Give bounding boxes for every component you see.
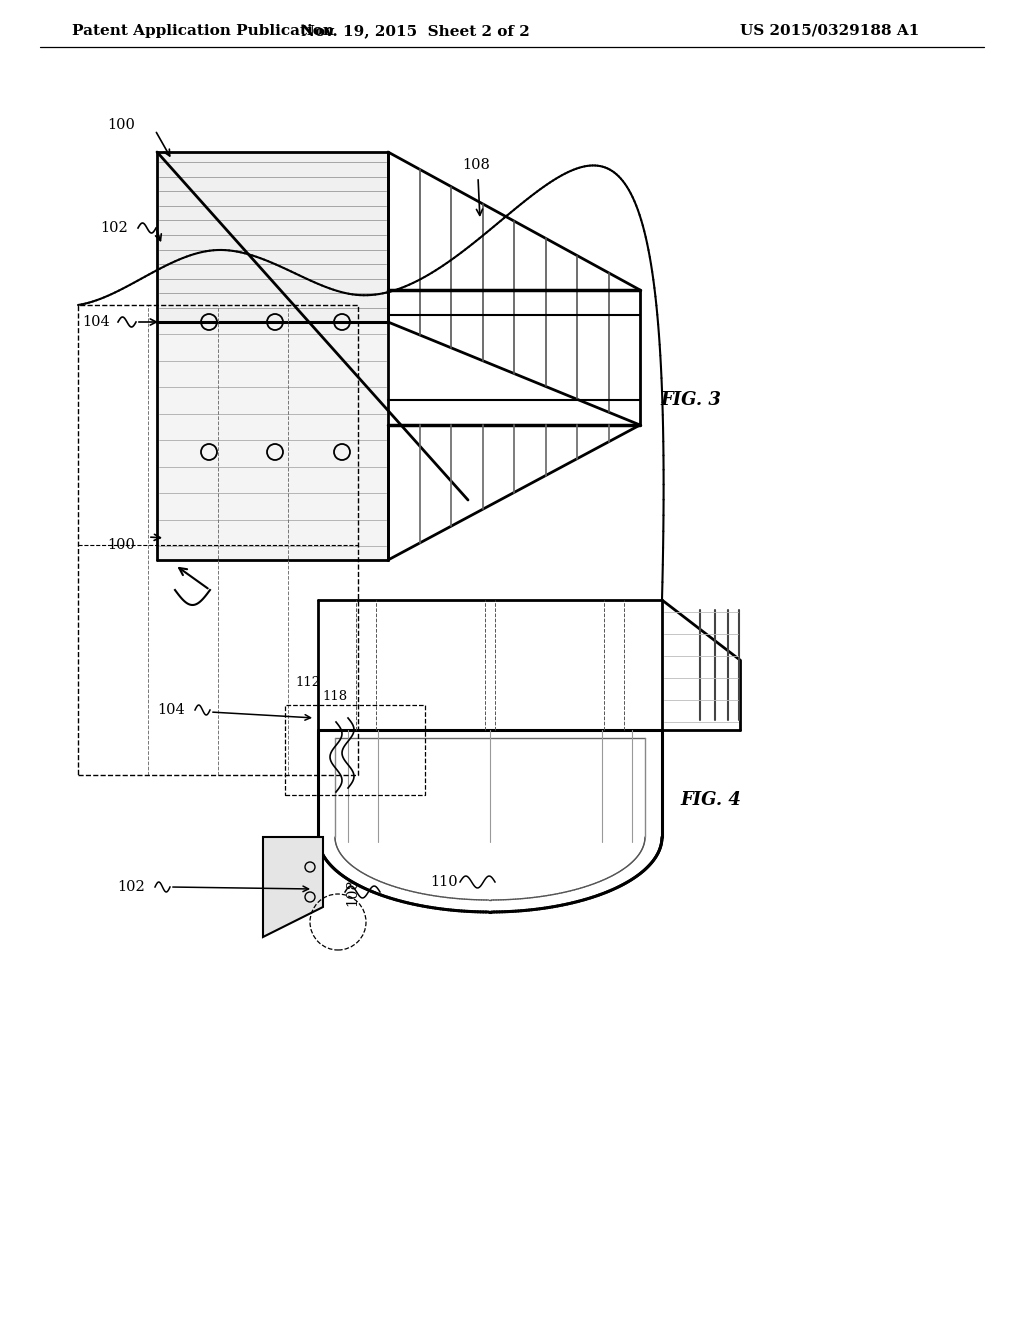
Polygon shape [263,837,323,937]
Text: Nov. 19, 2015  Sheet 2 of 2: Nov. 19, 2015 Sheet 2 of 2 [301,24,529,38]
Text: 110: 110 [430,875,458,888]
Text: 118: 118 [322,689,347,702]
Text: 102: 102 [100,220,128,235]
Bar [78,305,358,775]
Text: US 2015/0329188 A1: US 2015/0329188 A1 [740,24,920,38]
Polygon shape [157,322,388,560]
Text: 112: 112 [295,676,321,689]
Text: 100: 100 [108,117,135,132]
Text: 108: 108 [462,158,489,172]
Text: FIG. 4: FIG. 4 [680,791,741,809]
Bar [285,705,425,795]
Text: 108: 108 [345,878,359,906]
Text: 102: 102 [118,880,145,894]
Text: 104: 104 [158,704,185,717]
Text: Patent Application Publication: Patent Application Publication [72,24,334,38]
Text: 100: 100 [108,539,135,552]
Polygon shape [157,152,388,322]
Text: 104: 104 [82,315,110,329]
Text: FIG. 3: FIG. 3 [660,391,721,409]
